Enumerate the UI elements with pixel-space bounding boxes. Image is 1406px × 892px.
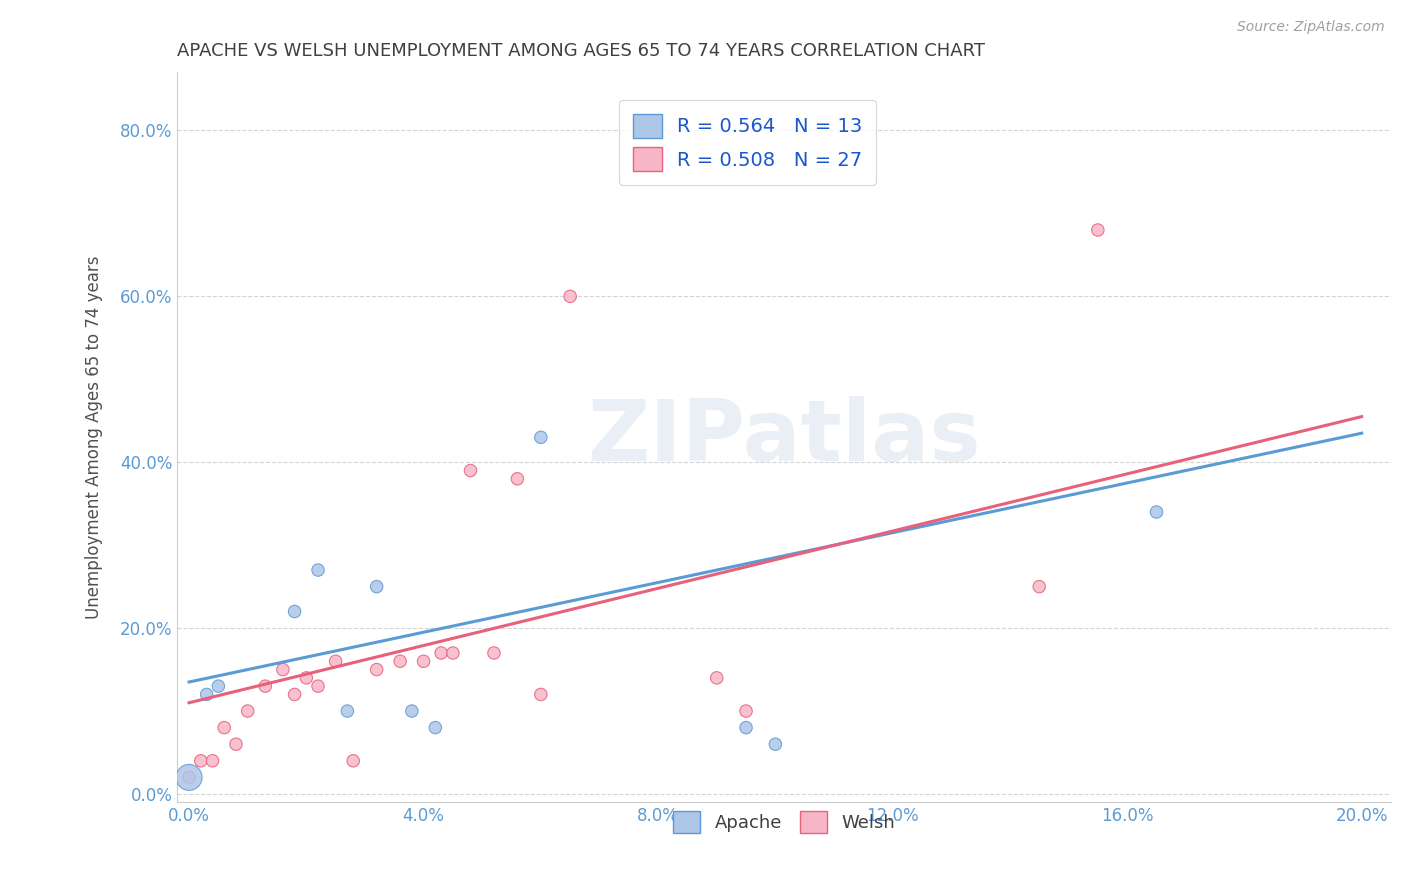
Point <box>482 646 505 660</box>
Point <box>307 563 329 577</box>
Point <box>201 754 224 768</box>
Y-axis label: Unemployment Among Ages 65 to 74 years: Unemployment Among Ages 65 to 74 years <box>86 256 103 619</box>
Point <box>560 289 582 303</box>
Point <box>212 721 235 735</box>
Point <box>506 472 529 486</box>
Point <box>366 580 388 594</box>
Point <box>401 704 423 718</box>
Point <box>1087 223 1109 237</box>
Point <box>389 654 412 668</box>
Legend: Apache, Welsh: Apache, Welsh <box>662 801 905 845</box>
Point <box>307 679 329 693</box>
Point <box>342 754 364 768</box>
Point <box>177 771 200 785</box>
Point <box>1146 505 1168 519</box>
Point <box>763 737 786 751</box>
Point <box>530 688 553 702</box>
Point <box>284 688 307 702</box>
Point <box>336 704 359 718</box>
Point <box>271 663 294 677</box>
Point <box>207 679 229 693</box>
Point <box>1028 580 1050 594</box>
Text: Source: ZipAtlas.com: Source: ZipAtlas.com <box>1237 20 1385 34</box>
Point <box>735 721 758 735</box>
Point <box>412 654 434 668</box>
Text: ZIPatlas: ZIPatlas <box>588 396 981 479</box>
Point <box>177 771 200 785</box>
Point <box>225 737 247 751</box>
Point <box>325 654 347 668</box>
Point <box>195 688 218 702</box>
Point <box>706 671 728 685</box>
Point <box>430 646 453 660</box>
Point <box>236 704 259 718</box>
Point <box>366 663 388 677</box>
Point <box>284 605 307 619</box>
Point <box>425 721 447 735</box>
Point <box>735 704 758 718</box>
Text: APACHE VS WELSH UNEMPLOYMENT AMONG AGES 65 TO 74 YEARS CORRELATION CHART: APACHE VS WELSH UNEMPLOYMENT AMONG AGES … <box>177 42 986 60</box>
Point <box>295 671 318 685</box>
Point <box>190 754 212 768</box>
Point <box>460 463 482 477</box>
Point <box>441 646 464 660</box>
Point <box>254 679 277 693</box>
Point <box>530 430 553 444</box>
